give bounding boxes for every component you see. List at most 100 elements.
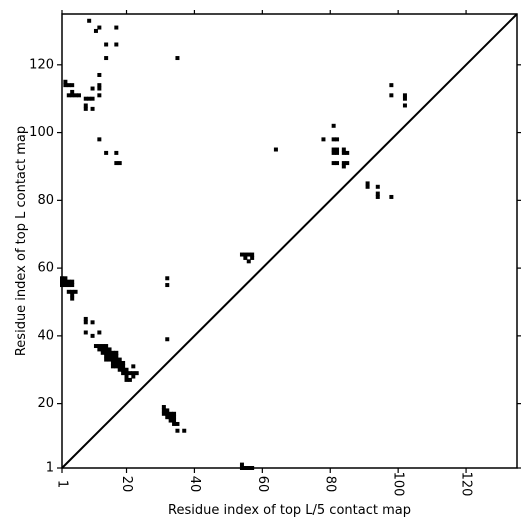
contact-point-top-l5 xyxy=(73,93,78,98)
contact-point-top-l xyxy=(182,428,187,433)
contact-point-top-l5 xyxy=(321,137,326,142)
contact-point-top-l xyxy=(175,421,180,426)
contact-point-top-l5 xyxy=(335,161,340,166)
contact-point-top-l xyxy=(172,418,177,423)
contact-point-top-l xyxy=(97,330,102,335)
contact-point-top-l xyxy=(83,316,88,321)
contact-point-top-l xyxy=(165,337,170,342)
contact-point-top-l5 xyxy=(402,96,407,101)
contact-point-top-l5 xyxy=(375,194,380,199)
contact-point-top-l xyxy=(239,252,244,257)
contact-point-top-l xyxy=(168,415,173,420)
contact-point-top-l xyxy=(246,259,251,264)
contact-point-top-l5 xyxy=(402,103,407,108)
contact-point-top-l xyxy=(168,411,173,416)
contact-point-top-l xyxy=(104,350,109,355)
contact-point-top-l5 xyxy=(114,161,119,166)
contact-point-top-l xyxy=(63,276,68,281)
contact-point-top-l xyxy=(121,367,126,372)
contact-point-top-l5 xyxy=(273,147,278,152)
contact-point-top-l5 xyxy=(76,93,81,98)
contact-point-top-l xyxy=(110,364,115,369)
x-tick-label: 80 xyxy=(323,476,338,493)
contact-point-top-l xyxy=(127,377,132,382)
contact-point-top-l5 xyxy=(70,89,75,94)
contact-point-top-l xyxy=(114,364,119,369)
contact-point-top-l xyxy=(97,347,102,352)
contact-point-top-l xyxy=(70,296,75,301)
contact-point-top-l xyxy=(117,364,122,369)
contact-point-top-l5 xyxy=(104,150,109,155)
x-tick-label: 20 xyxy=(119,476,134,493)
contact-point-top-l xyxy=(165,276,170,281)
contact-point-top-l5 xyxy=(66,83,71,88)
contact-point-top-l5 xyxy=(331,147,336,152)
contact-point-top-l5 xyxy=(90,86,95,91)
y-tick-label: 1 xyxy=(46,461,54,476)
contact-point-top-l xyxy=(250,255,255,260)
contact-point-top-l5 xyxy=(335,150,340,155)
contact-point-top-l xyxy=(73,289,78,294)
contact-point-top-l5 xyxy=(83,96,88,101)
y-tick-label: 100 xyxy=(29,125,54,140)
contact-point-top-l xyxy=(172,411,177,416)
contact-point-top-l5 xyxy=(70,83,75,88)
contact-point-top-l xyxy=(114,357,119,362)
contact-point-top-l xyxy=(114,350,119,355)
x-tick-label: 40 xyxy=(187,476,202,493)
contact-point-top-l5 xyxy=(63,79,68,84)
contact-point-top-l xyxy=(104,347,109,352)
contact-point-top-l xyxy=(121,371,126,376)
contact-point-top-l xyxy=(175,428,180,433)
contact-point-top-l5 xyxy=(341,164,346,169)
contact-point-top-l5 xyxy=(97,86,102,91)
y-tick-label: 20 xyxy=(37,396,54,411)
contact-point-top-l xyxy=(83,330,88,335)
contact-point-top-l5 xyxy=(331,161,336,166)
contact-point-top-l xyxy=(117,360,122,365)
contact-point-top-l5 xyxy=(97,93,102,98)
x-axis-title: Residue index of top L/5 contact map xyxy=(168,503,411,518)
contact-point-top-l xyxy=(70,279,75,284)
contact-point-top-l5 xyxy=(66,93,71,98)
contact-point-top-l xyxy=(124,374,129,379)
contact-point-top-l xyxy=(250,252,255,257)
contact-point-top-l xyxy=(131,364,136,369)
contact-point-top-l xyxy=(114,354,119,359)
contact-point-top-l5 xyxy=(175,56,180,61)
contact-point-top-l5 xyxy=(90,106,95,111)
contact-point-top-l xyxy=(93,344,98,349)
x-tick-label: 100 xyxy=(391,472,406,497)
contact-point-top-l xyxy=(70,283,75,288)
contact-point-top-l xyxy=(165,411,170,416)
contact-point-top-l5 xyxy=(375,191,380,196)
contact-point-top-l xyxy=(66,289,71,294)
contact-point-top-l5 xyxy=(331,123,336,128)
y-axis-title: Residue index of top L contact map xyxy=(14,126,29,356)
contact-point-top-l xyxy=(168,418,173,423)
contact-point-top-l xyxy=(104,354,109,359)
contact-point-top-l xyxy=(239,462,244,467)
diagonal-line xyxy=(61,13,518,469)
x-tick-label: 60 xyxy=(255,476,270,493)
contact-point-top-l xyxy=(100,350,105,355)
contact-point-top-l5 xyxy=(97,137,102,142)
contact-point-top-l xyxy=(104,357,109,362)
contact-point-top-l xyxy=(110,360,115,365)
contact-point-top-l xyxy=(161,405,166,410)
contact-point-top-l5 xyxy=(345,161,350,166)
contact-point-top-l xyxy=(117,367,122,372)
contact-point-top-l xyxy=(63,283,68,288)
contact-point-top-l5 xyxy=(365,181,370,186)
contact-point-top-l5 xyxy=(87,18,92,23)
contact-point-top-l5 xyxy=(70,93,75,98)
contact-point-top-l xyxy=(110,354,115,359)
contact-point-top-l5 xyxy=(345,150,350,155)
x-tick-label: 120 xyxy=(459,472,474,497)
contact-point-top-l xyxy=(243,255,248,260)
y-tick-label: 120 xyxy=(29,57,54,72)
contact-point-top-l5 xyxy=(104,42,109,47)
contact-point-top-l5 xyxy=(117,161,122,166)
contact-point-top-l xyxy=(63,279,68,284)
